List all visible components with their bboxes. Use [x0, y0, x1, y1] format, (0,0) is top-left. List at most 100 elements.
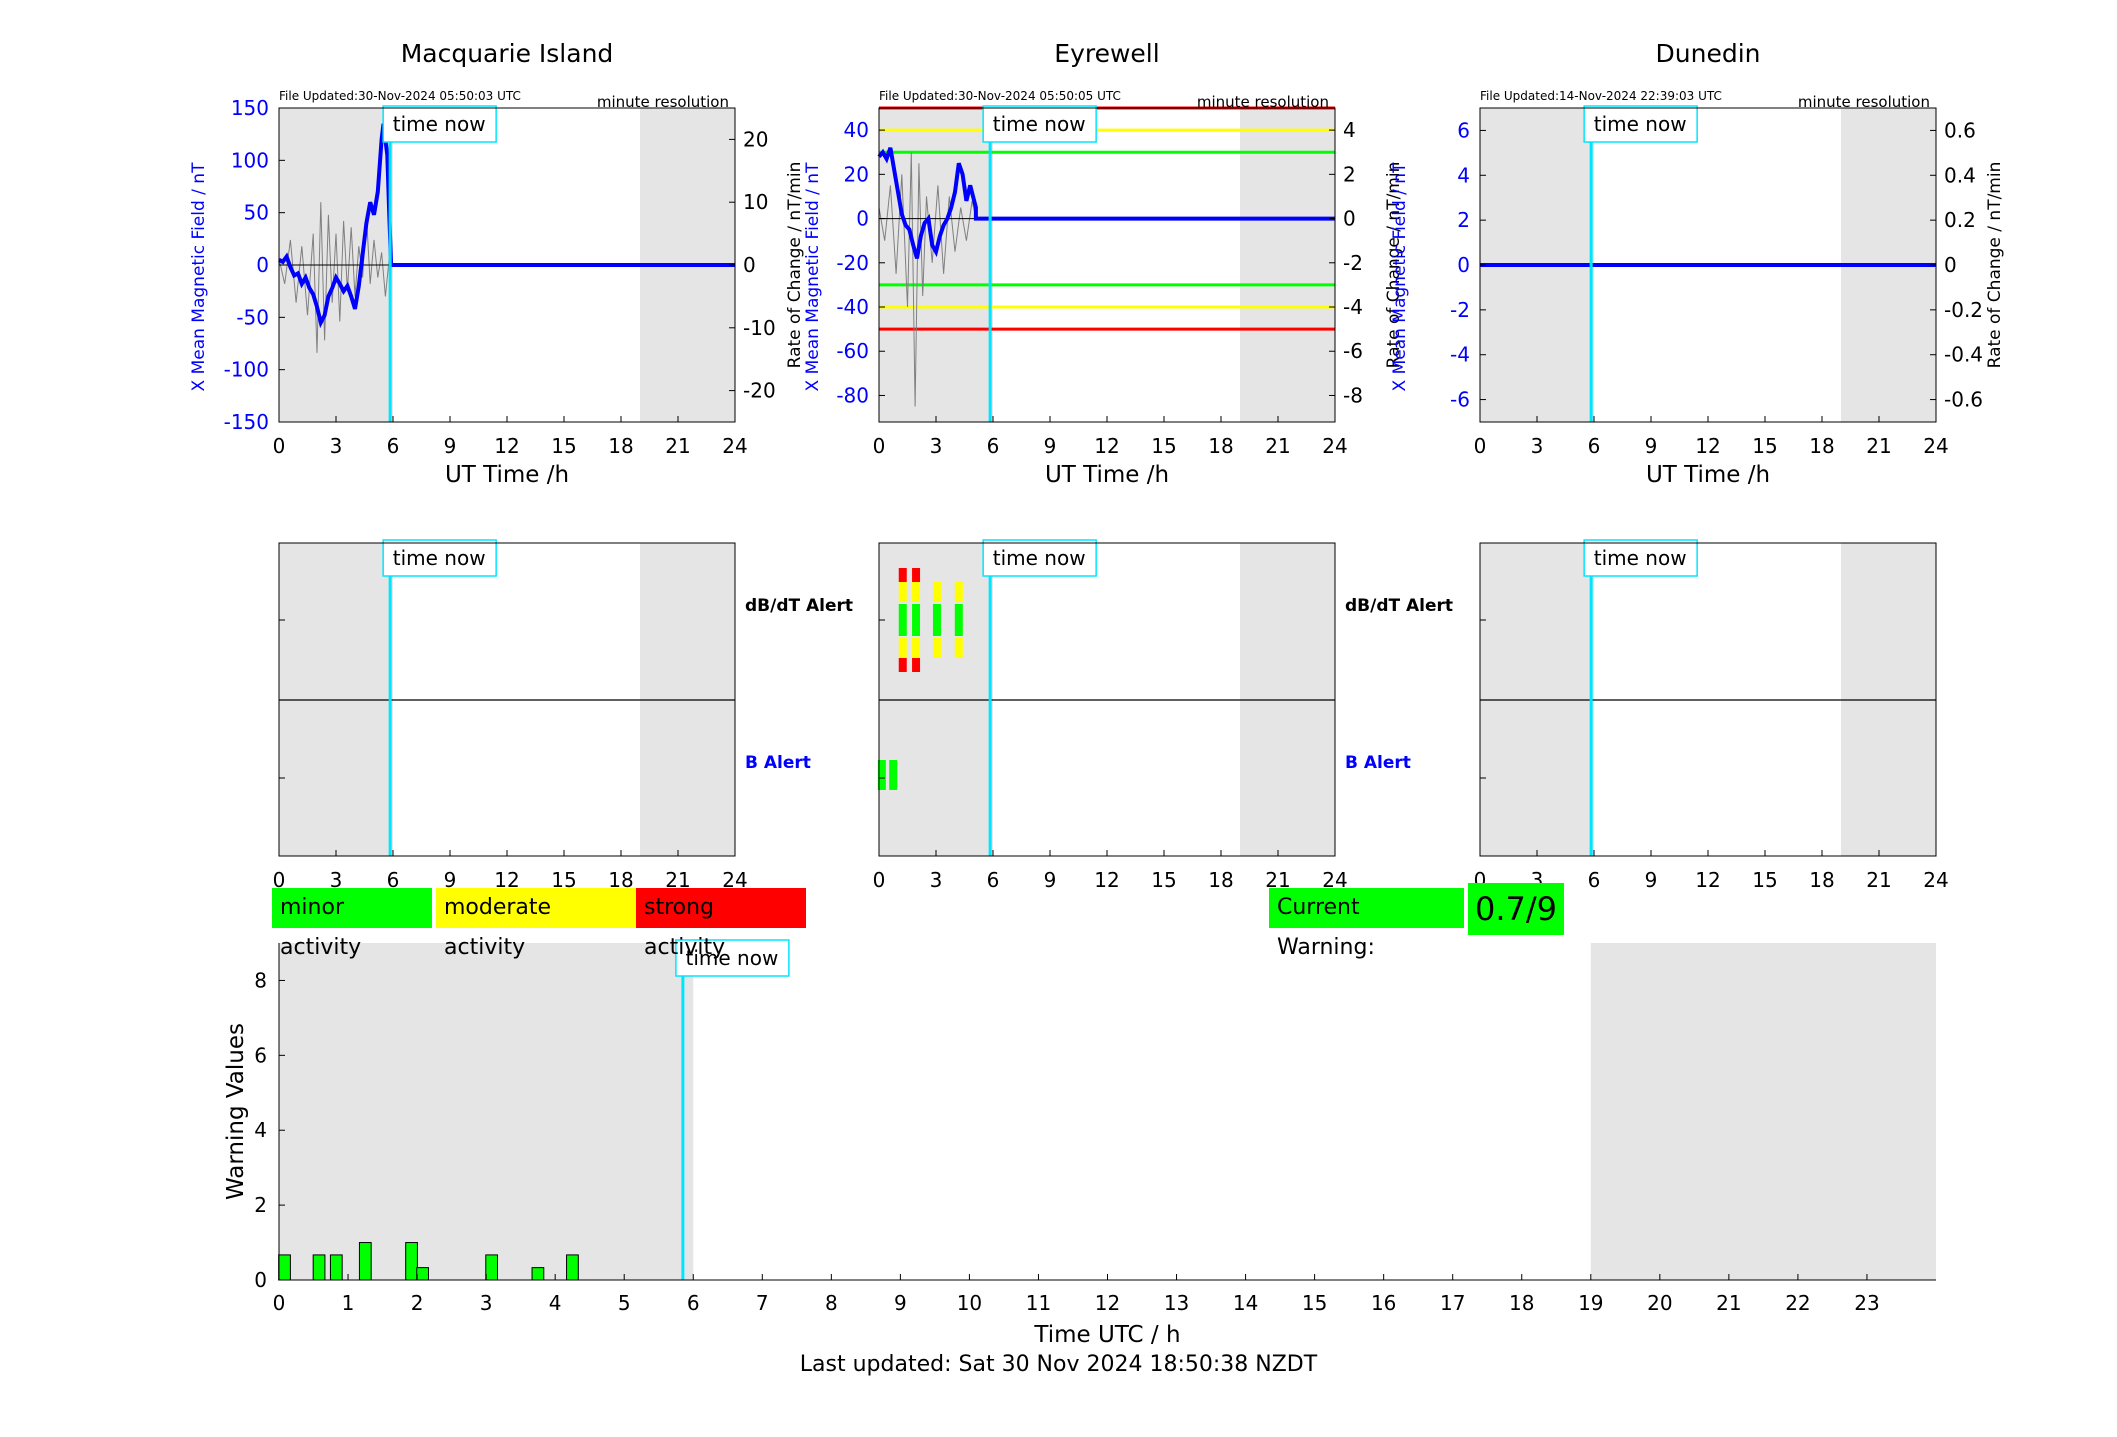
warning-x-tick-label: 15: [1302, 1291, 1327, 1315]
warning-x-tick-label: 11: [1026, 1291, 1051, 1315]
x-tick-label: 0: [873, 434, 886, 458]
warning-x-tick-label: 19: [1578, 1291, 1603, 1315]
y2-tick-label: 0: [743, 253, 756, 277]
alert-x-tick-label: 9: [444, 868, 457, 892]
x-tick-label: 15: [1151, 434, 1176, 458]
y-tick-label: -40: [836, 295, 869, 319]
resolution-text: minute resolution: [1197, 93, 1329, 111]
x-tick-label: 9: [444, 434, 457, 458]
warning-shaded-region-0: [279, 943, 694, 1280]
warning-x-tick-label: 6: [687, 1291, 700, 1315]
alert-x-tick-label: 24: [1923, 868, 1948, 892]
db-dt-alert-segment: [898, 638, 907, 658]
y-tick-label: -150: [224, 410, 269, 434]
warning-x-tick-label: 2: [411, 1291, 424, 1315]
x-tick-label: 18: [1809, 434, 1834, 458]
warning-bar: [531, 1267, 545, 1281]
time-now-label-box: [1583, 539, 1698, 577]
x-tick-label: 6: [387, 434, 400, 458]
y2-axis-label: Rate of Change / nT/min: [785, 162, 805, 369]
y2-tick-label: -8: [1343, 383, 1363, 407]
warning-x-tick-label: 14: [1233, 1291, 1258, 1315]
x-tick-label: 18: [1208, 434, 1233, 458]
alert-x-tick-label: 15: [1151, 868, 1176, 892]
alert-x-tick-label: 18: [1208, 868, 1233, 892]
y-axis-label: X Mean Magnetic Field / nT: [189, 162, 209, 392]
x-tick-label: 0: [1474, 434, 1487, 458]
warning-x-tick-label: 12: [1095, 1291, 1120, 1315]
b-alert-label: B Alert: [1345, 753, 1411, 773]
x-tick-label: 24: [1322, 434, 1347, 458]
warning-x-tick-label: 7: [756, 1291, 769, 1315]
y2-tick-label: 20: [743, 127, 768, 151]
station-plots: time now Macquarie Island File Updated:30-…: [189, 39, 2005, 488]
station-plot-macquarie-island: time now Macquarie Island File Updated:30-…: [189, 39, 805, 488]
y-tick-label: 0: [856, 207, 869, 231]
warning-x-tick-label: 3: [480, 1291, 493, 1315]
y-axis-label: X Mean Magnetic Field / nT: [803, 162, 823, 392]
warning-x-tick-label: 5: [618, 1291, 631, 1315]
station-title: Eyrewell: [1054, 39, 1159, 68]
y2-axis-label: Rate of Change / nT/min: [1384, 162, 1404, 369]
db-dt-alert-segment: [912, 604, 921, 636]
current-warning-value: 0.7/9: [1468, 883, 1564, 935]
warning-bar: [358, 1242, 372, 1281]
y-tick-label: 40: [844, 118, 869, 142]
warning-x-tick-label: 0: [273, 1291, 286, 1315]
x-tick-label: 9: [1645, 434, 1658, 458]
y-tick-label: -60: [836, 339, 869, 363]
x-tick-label: 15: [551, 434, 576, 458]
warning-x-tick-label: 23: [1854, 1291, 1879, 1315]
warning-bar: [312, 1254, 326, 1281]
alert-x-tick-label: 9: [1645, 868, 1658, 892]
b-alert-bar: [889, 760, 898, 790]
alert-x-tick-label: 6: [1588, 868, 1601, 892]
file-updated-text: File Updated:30-Nov-2024 05:50:03 UTC: [279, 89, 521, 103]
warning-x-tick-label: 20: [1647, 1291, 1672, 1315]
y-tick-label: 6: [1457, 118, 1470, 142]
y2-tick-label: 0: [1944, 253, 1957, 277]
time-now-label: time now: [993, 546, 1086, 570]
db-dt-alert-segment: [932, 638, 941, 658]
y2-tick-label: -6: [1343, 339, 1363, 363]
x-axis-label: UT Time /h: [1045, 462, 1169, 488]
warning-x-tick-label: 16: [1371, 1291, 1396, 1315]
warning-x-tick-label: 22: [1785, 1291, 1810, 1315]
alert-x-tick-label: 0: [273, 868, 286, 892]
db-dt-alert-label: dB/dT Alert: [1345, 596, 1453, 616]
warning-bar: [278, 1254, 291, 1281]
rate-of-change-series: [878, 152, 977, 407]
alert-x-tick-label: 12: [1695, 868, 1720, 892]
warning-y-tick-label: 4: [254, 1118, 267, 1142]
alert-x-tick-label: 9: [1044, 868, 1057, 892]
b-alert-bar: [877, 760, 886, 790]
warning-x-tick-label: 8: [825, 1291, 838, 1315]
y-tick-label: 150: [231, 96, 269, 120]
y-tick-label: -20: [836, 251, 869, 275]
station-title: Dunedin: [1656, 39, 1761, 68]
db-dt-alert-segment: [932, 582, 941, 602]
warning-bar: [485, 1254, 499, 1281]
db-dt-alert-segment: [898, 658, 907, 672]
warning-y-tick-label: 0: [254, 1268, 267, 1292]
x-tick-label: 0: [273, 434, 286, 458]
warning-x-tick-label: 17: [1440, 1291, 1465, 1315]
y2-axis-label: Rate of Change / nT/min: [1985, 162, 2005, 369]
x-tick-label: 6: [987, 434, 1000, 458]
x-tick-label: 6: [1588, 434, 1601, 458]
y2-tick-label: 0: [1343, 207, 1356, 231]
y-tick-label: -80: [836, 383, 869, 407]
y-tick-label: -6: [1450, 388, 1470, 412]
legend-strong-activity: strong activity: [636, 888, 806, 960]
db-dt-alert-segment: [932, 604, 941, 636]
y2-tick-label: -10: [743, 316, 776, 340]
y2-tick-label: -4: [1343, 295, 1363, 319]
x-tick-label: 15: [1752, 434, 1777, 458]
y2-tick-label: 0.6: [1944, 118, 1976, 142]
x-tick-label: 9: [1044, 434, 1057, 458]
y2-tick-label: -0.6: [1944, 388, 1983, 412]
file-updated-text: File Updated:30-Nov-2024 05:50:05 UTC: [879, 89, 1121, 103]
